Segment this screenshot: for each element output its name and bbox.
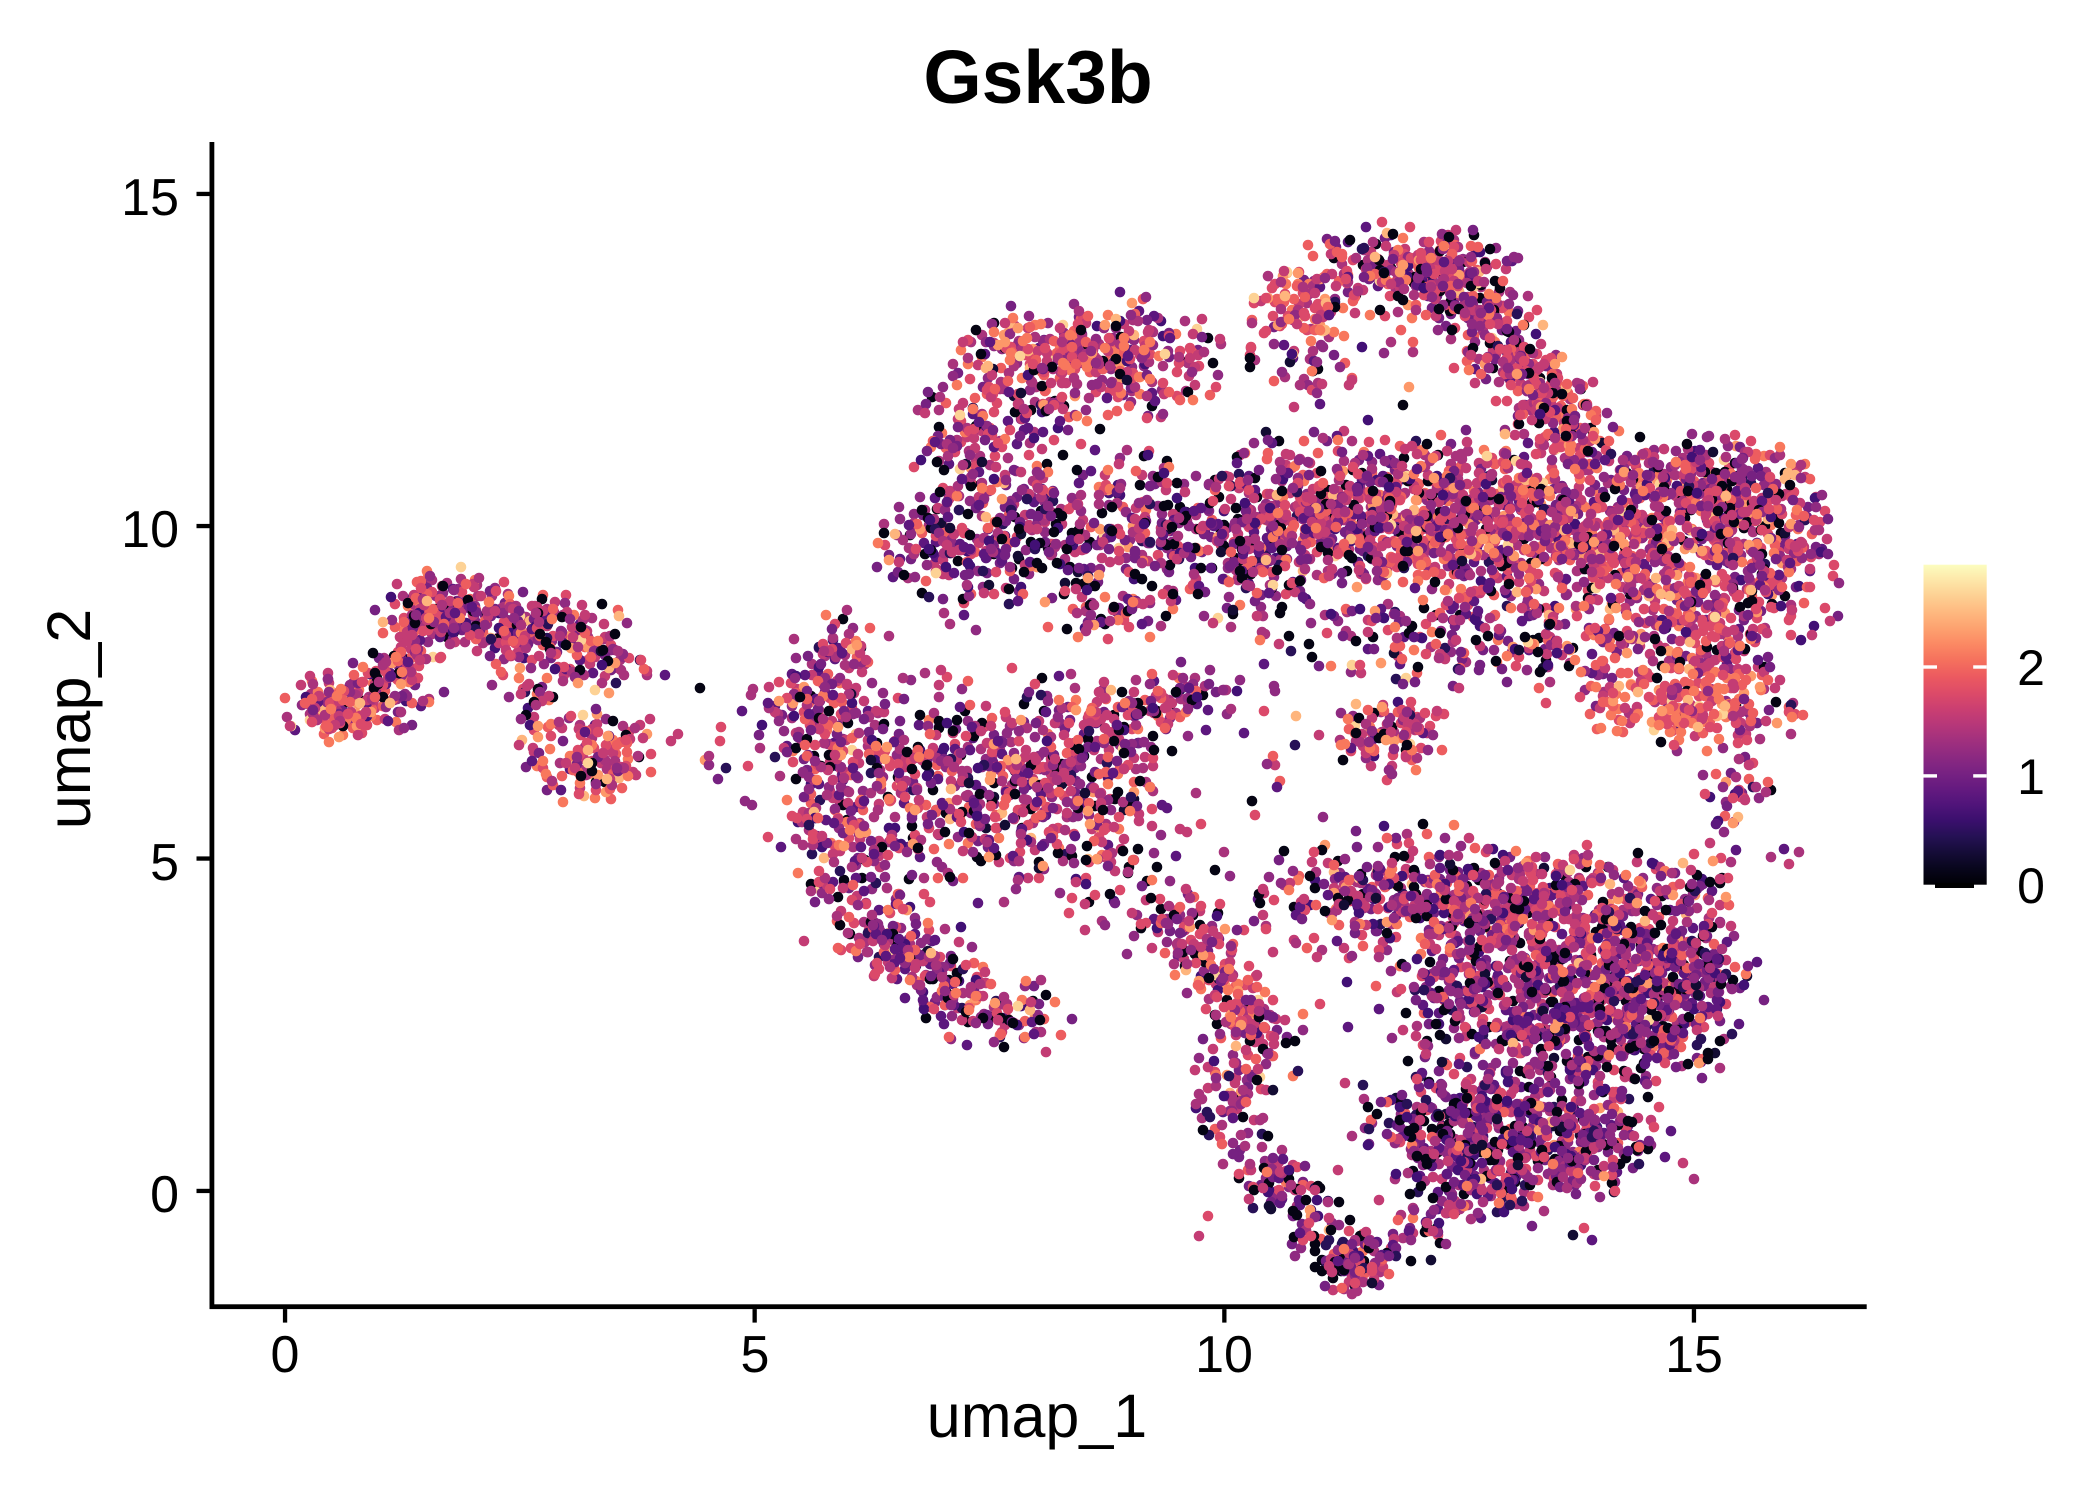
svg-text:umap_1: umap_1 — [927, 1382, 1147, 1450]
svg-text:10: 10 — [1195, 1326, 1253, 1384]
svg-text:umap_2: umap_2 — [35, 609, 103, 829]
svg-text:Gsk3b: Gsk3b — [923, 35, 1152, 119]
svg-text:10: 10 — [121, 501, 179, 559]
svg-text:15: 15 — [121, 169, 179, 227]
svg-text:1: 1 — [2017, 749, 2045, 805]
svg-text:0: 0 — [150, 1166, 179, 1224]
svg-text:0: 0 — [271, 1326, 300, 1384]
svg-text:0: 0 — [2017, 858, 2045, 914]
svg-text:2: 2 — [2017, 640, 2045, 696]
svg-text:5: 5 — [150, 834, 179, 892]
svg-text:5: 5 — [741, 1326, 770, 1384]
svg-text:15: 15 — [1665, 1326, 1723, 1384]
